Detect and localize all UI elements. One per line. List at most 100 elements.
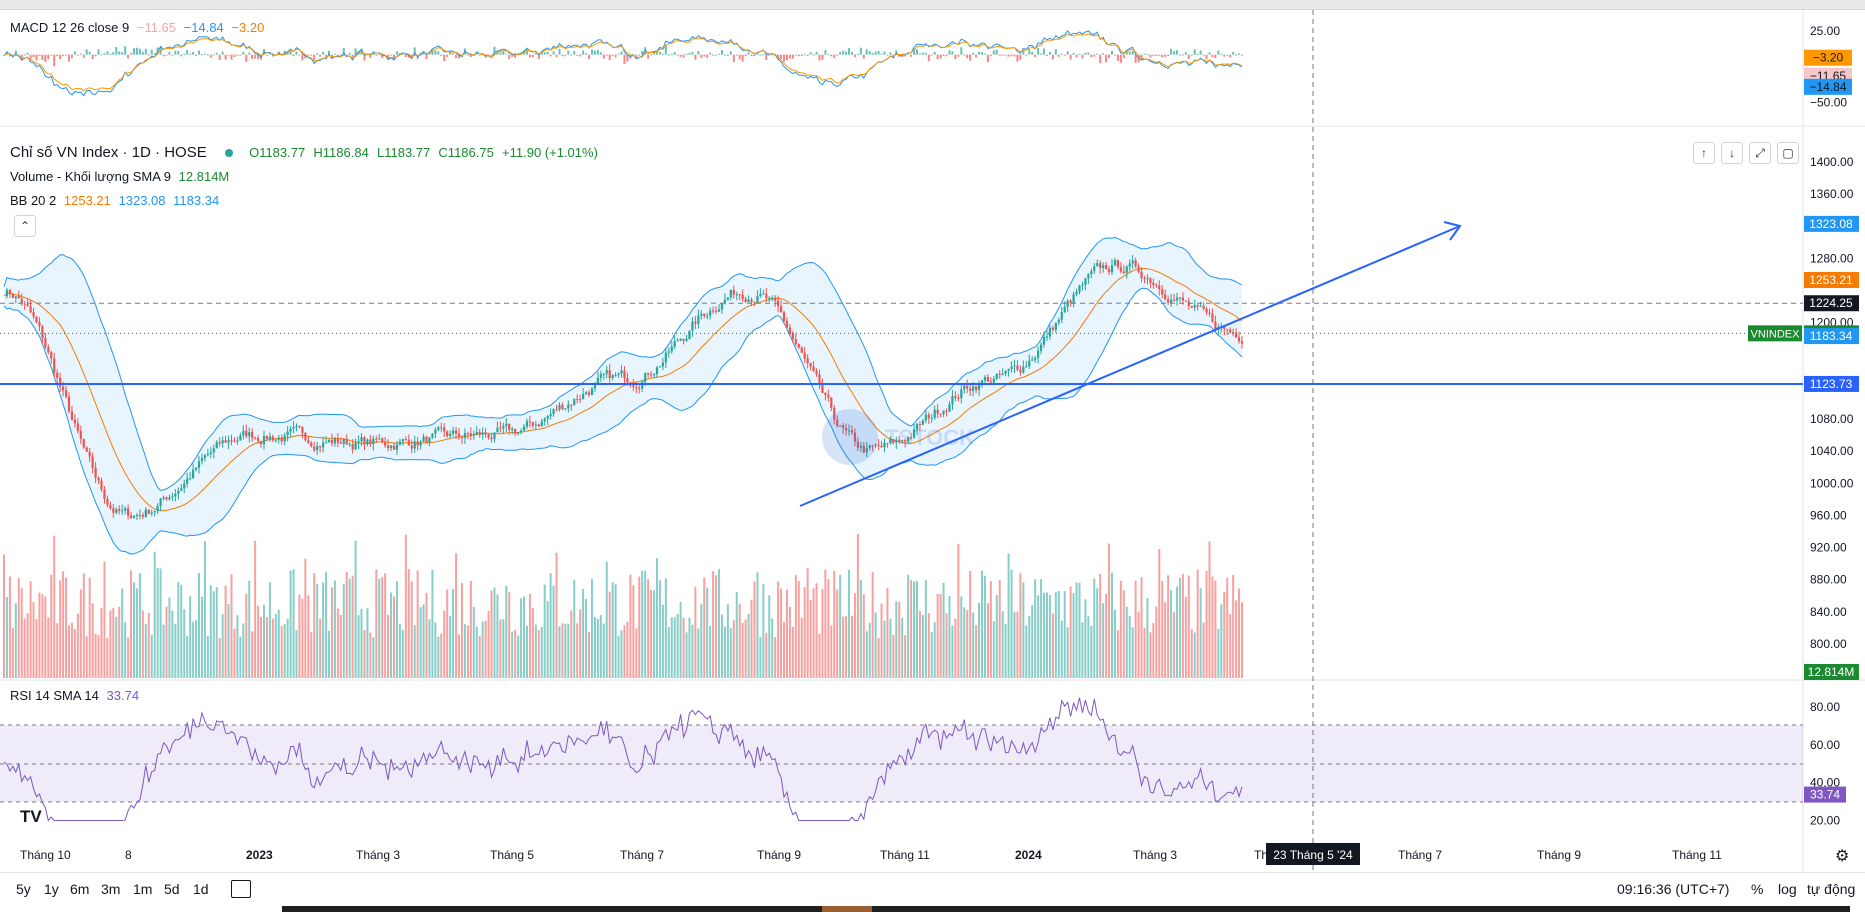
candle-body — [830, 397, 833, 408]
volume-bar — [735, 592, 738, 678]
date-range-calendar-icon[interactable] — [231, 880, 251, 898]
pane-maximize-button[interactable]: ⤢ — [1749, 142, 1771, 164]
macd-histogram-bar — [271, 54, 274, 57]
candle-body — [590, 388, 594, 395]
timeframe-5d[interactable]: 5d — [164, 881, 180, 897]
candle-body — [918, 424, 922, 426]
timeframe-1m[interactable]: 1m — [133, 881, 153, 897]
candle — [422, 433, 425, 442]
volume-bar — [348, 578, 351, 678]
macd-histogram-bar — [983, 53, 986, 55]
volume-bar — [1223, 591, 1226, 678]
candle-body — [753, 301, 756, 303]
macd-histogram-bar — [121, 52, 124, 55]
volume-bar — [416, 570, 419, 678]
candle-body — [378, 438, 381, 440]
candle — [454, 426, 458, 440]
pane-move-down-button[interactable]: ↓ — [1721, 142, 1743, 164]
candle-body — [576, 398, 579, 400]
volume-bar — [490, 590, 493, 678]
volume-bar — [29, 581, 32, 678]
candle-body — [540, 421, 543, 427]
macd-histogram-bar — [915, 49, 918, 55]
candle — [126, 504, 130, 520]
volume-bar — [552, 585, 555, 678]
macd-histogram-bar — [972, 52, 975, 55]
candle — [14, 296, 17, 304]
candle-body — [889, 439, 892, 443]
candle-body — [259, 441, 263, 445]
candle — [726, 297, 729, 301]
candle — [605, 365, 608, 379]
percent-toggle[interactable]: % — [1751, 881, 1764, 897]
candle — [1237, 331, 1241, 344]
candle — [942, 410, 945, 418]
macd-histogram-bar — [195, 54, 198, 57]
volume-bar — [41, 594, 44, 678]
tradingview-logo-icon: TV — [20, 807, 42, 826]
macd-histogram-bar — [567, 50, 570, 55]
candle — [788, 323, 792, 335]
candle — [475, 426, 478, 436]
volume-bar — [310, 632, 313, 678]
candle-body — [268, 436, 272, 440]
candle — [401, 438, 404, 446]
candle-body — [992, 378, 995, 383]
timeframe-6m[interactable]: 6m — [70, 881, 90, 897]
macd-histogram-bar — [1054, 49, 1057, 55]
rsi-legend-name[interactable]: RSI 14 SMA 14 — [10, 688, 99, 703]
volume-bar — [1214, 580, 1217, 678]
candle — [59, 372, 62, 392]
candle-body — [1234, 332, 1238, 338]
volume-legend-name[interactable]: Volume - Khối lượng SMA 9 — [10, 169, 172, 184]
candle-body — [844, 428, 848, 431]
candle-body — [463, 433, 467, 439]
candle-body — [1240, 341, 1244, 344]
macd-histogram-bar — [771, 54, 774, 56]
candle — [921, 418, 924, 426]
candle — [936, 403, 939, 419]
macd-histogram-bar — [954, 54, 957, 59]
candle — [484, 427, 487, 438]
macd-histogram-bar — [845, 51, 848, 55]
candle-body — [989, 381, 992, 383]
candle — [641, 379, 644, 393]
rsi-band — [0, 725, 1803, 802]
macd-histogram-bar — [1057, 54, 1060, 57]
auto-toggle[interactable]: tự động — [1807, 881, 1856, 897]
price-tick-label: 800.00 — [1810, 637, 1847, 651]
candle-body — [774, 297, 777, 301]
pane-settings-button[interactable]: ▢ — [1777, 142, 1799, 164]
macd-histogram-bar — [29, 54, 32, 60]
candle-body — [1007, 368, 1010, 371]
axis-price-text: 1123.73 — [1810, 377, 1853, 391]
candle-body — [1019, 369, 1022, 373]
timeframe-5y[interactable]: 5y — [16, 881, 31, 897]
candle-body — [528, 421, 532, 423]
macd-histogram-bar — [573, 50, 576, 55]
chart-canvas[interactable]: TSTOCK 1400.001360.001280.001200.001080.… — [0, 10, 1865, 872]
timeframe-1y[interactable]: 1y — [44, 881, 59, 897]
candle-body — [76, 423, 79, 431]
candle-body — [951, 396, 954, 405]
volume-bar — [212, 591, 215, 678]
candle — [1211, 308, 1214, 323]
log-toggle[interactable]: log — [1778, 881, 1797, 897]
macd-histogram-bar — [848, 47, 851, 55]
volume-bar — [818, 633, 821, 678]
bb-legend-name[interactable]: BB 20 2 — [10, 193, 57, 208]
pane-move-up-button[interactable]: ↑ — [1693, 142, 1715, 164]
macd-histogram-bar — [980, 52, 983, 55]
macd-histogram-bar — [842, 50, 845, 55]
volume-bar — [918, 611, 921, 678]
volume-bar — [1087, 616, 1090, 678]
candle — [339, 437, 342, 444]
candle — [76, 418, 79, 434]
volume-bar — [1013, 611, 1016, 678]
collapse-legend-button[interactable]: ⌃ — [14, 215, 36, 237]
timeframe-3m[interactable]: 3m — [101, 881, 121, 897]
symbol-title[interactable]: Chỉ số VN Index · 1D · HOSE — [10, 144, 207, 161]
candle — [1039, 342, 1043, 355]
timeframe-1d[interactable]: 1d — [193, 881, 209, 897]
clock-time[interactable]: 09:16:36 (UTC+7) — [1617, 881, 1730, 897]
